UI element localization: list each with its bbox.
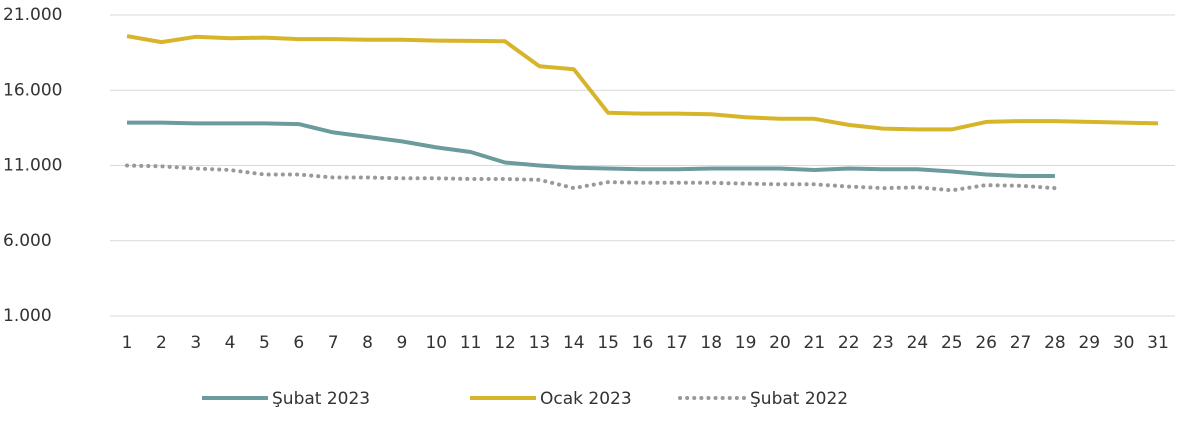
x-tick-label: 3 bbox=[190, 333, 201, 353]
x-tick-label: 25 bbox=[941, 333, 963, 353]
x-tick-label: 30 bbox=[1113, 333, 1135, 353]
x-tick-label: 11 bbox=[460, 333, 482, 353]
x-tick-label: 1 bbox=[122, 333, 133, 353]
x-tick-label: 2 bbox=[156, 333, 167, 353]
x-tick-label: 19 bbox=[735, 333, 757, 353]
x-tick-label: 31 bbox=[1147, 333, 1169, 353]
x-tick-label: 10 bbox=[425, 333, 447, 353]
x-tick-label: 17 bbox=[666, 333, 688, 353]
y-tick-label: 11.000 bbox=[3, 156, 62, 176]
series-line bbox=[125, 163, 1057, 193]
x-tick-label: 21 bbox=[804, 333, 826, 353]
x-tick-label: 26 bbox=[975, 333, 997, 353]
x-tick-label: 13 bbox=[529, 333, 551, 353]
legend-label: Şubat 2022 bbox=[750, 389, 848, 409]
y-tick-label: 6.000 bbox=[3, 231, 52, 251]
series-line bbox=[127, 120, 1055, 178]
x-tick-label: 29 bbox=[1078, 333, 1100, 353]
x-tick-label: 5 bbox=[259, 333, 270, 353]
x-tick-label: 23 bbox=[872, 333, 894, 353]
x-tick-label: 22 bbox=[838, 333, 860, 353]
x-tick-label: 12 bbox=[494, 333, 516, 353]
x-tick-label: 6 bbox=[293, 333, 304, 353]
legend-label: Ocak 2023 bbox=[540, 389, 632, 409]
x-tick-label: 16 bbox=[632, 333, 654, 353]
x-tick-label: 4 bbox=[225, 333, 236, 353]
x-tick-label: 15 bbox=[597, 333, 619, 353]
x-tick-label: 24 bbox=[907, 333, 929, 353]
x-tick-label: 28 bbox=[1044, 333, 1066, 353]
series-line bbox=[126, 34, 1159, 132]
y-tick-label: 1.000 bbox=[3, 306, 52, 326]
x-tick-label: 7 bbox=[328, 333, 339, 353]
x-tick-label: 27 bbox=[1010, 333, 1032, 353]
x-tick-label: 20 bbox=[769, 333, 791, 353]
y-tick-label: 16.000 bbox=[3, 80, 62, 100]
x-tick-label: 9 bbox=[397, 333, 408, 353]
x-tick-label: 18 bbox=[700, 333, 722, 353]
x-tick-label: 14 bbox=[563, 333, 585, 353]
y-tick-label: 21.000 bbox=[3, 5, 62, 25]
legend-label: Şubat 2023 bbox=[272, 389, 370, 409]
x-tick-label: 8 bbox=[362, 333, 373, 353]
